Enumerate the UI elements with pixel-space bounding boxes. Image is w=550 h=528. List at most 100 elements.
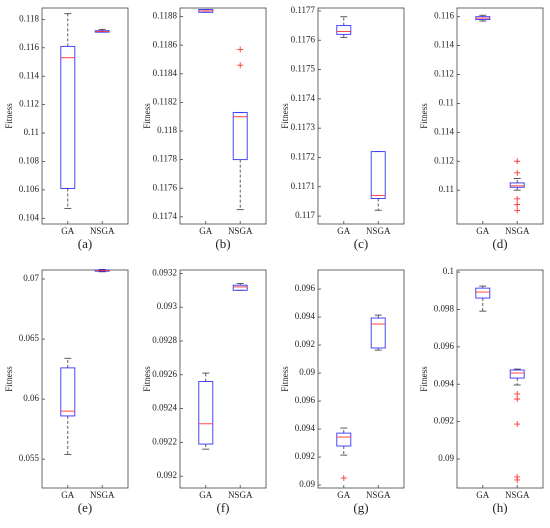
y-axis-label: Fitness	[419, 366, 429, 392]
y-tick-label: 0.104	[19, 212, 40, 222]
y-tick-label: 0.112	[19, 99, 39, 109]
axes-frame	[179, 7, 267, 225]
y-tick-label: 0.098	[434, 304, 455, 314]
box	[370, 151, 386, 199]
caption: (c)	[354, 236, 368, 251]
x-tick-label: GA	[199, 490, 212, 500]
axes-frame	[317, 7, 405, 225]
outlier	[514, 476, 521, 483]
y-tick-label: 0.114	[434, 40, 454, 50]
caption: (f)	[217, 500, 230, 515]
outlier	[514, 169, 521, 176]
y-tick-label: 0.1176	[291, 34, 316, 44]
x-tick-label: NSGA	[505, 226, 530, 236]
box	[370, 317, 386, 349]
y-tick-label: 0.108	[19, 156, 40, 166]
caption: (h)	[492, 500, 507, 515]
y-tick-label: 0.096	[434, 341, 455, 351]
box	[60, 45, 76, 189]
caption: (g)	[353, 500, 368, 515]
outlier	[514, 158, 521, 165]
x-tick-label: GA	[61, 490, 74, 500]
y-tick-label: 0.112	[434, 155, 454, 165]
y-tick-label: 0.092	[295, 451, 315, 461]
y-tick-label: 0.09	[299, 479, 315, 489]
y-tick-label: 0.1174	[291, 93, 316, 103]
y-tick-label: 0.117	[295, 210, 315, 220]
y-tick-label: 0.11	[24, 127, 39, 137]
axes-frame	[456, 269, 544, 489]
y-axis-label: Fitness	[280, 366, 290, 392]
x-tick-label: NSGA	[90, 226, 115, 236]
y-axis-label: Fitness	[419, 103, 429, 129]
y-tick-label: 0.1188	[153, 11, 178, 21]
y-tick-label: 0.1176	[153, 182, 178, 192]
y-tick-label: 0.1175	[291, 64, 316, 74]
y-tick-label: 0.0932	[152, 267, 177, 277]
y-axis-label: Fitness	[4, 366, 14, 392]
y-tick-label: 0.1173	[291, 122, 316, 132]
y-axis-label: Fitness	[142, 366, 152, 392]
outlier	[340, 475, 347, 482]
y-axis-label: Fitness	[280, 103, 290, 129]
y-tick-label: 0.055	[19, 453, 40, 463]
y-tick-label: 0.116	[434, 11, 454, 21]
y-tick-label: 0.1171	[291, 181, 315, 191]
box	[198, 381, 214, 445]
x-tick-label: GA	[476, 226, 489, 236]
outlier	[237, 46, 244, 53]
y-axis-label: Fitness	[142, 103, 152, 129]
box	[336, 25, 352, 35]
y-tick-label: 0.092	[295, 339, 315, 349]
y-tick-label: 0.092	[434, 416, 454, 426]
outlier	[514, 396, 521, 403]
y-tick-label: 0.11	[439, 184, 454, 194]
y-tick-label: 0.118	[19, 13, 39, 23]
y-tick-label: 0.094	[295, 423, 316, 433]
y-tick-label: 0.1174	[153, 211, 178, 221]
axes-frame	[41, 7, 129, 225]
outlier	[514, 421, 521, 428]
box	[232, 111, 248, 161]
caption: (a)	[78, 236, 92, 251]
y-tick-label: 0.0922	[152, 436, 177, 446]
caption: (e)	[78, 500, 92, 515]
y-tick-label: 0.0928	[152, 335, 177, 345]
outlier	[514, 201, 521, 208]
y-tick-label: 0.094	[295, 311, 316, 321]
box	[232, 284, 248, 291]
y-tick-label: 0.1186	[153, 39, 178, 49]
box	[475, 287, 491, 299]
y-tick-label: 0.112	[434, 69, 454, 79]
box	[509, 182, 525, 188]
y-tick-label: 0.106	[19, 184, 40, 194]
axes-frame	[41, 269, 129, 489]
y-tick-label: 0.0926	[152, 369, 177, 379]
y-tick-label: 0.1178	[153, 154, 178, 164]
y-tick-label: 0.1	[443, 266, 454, 276]
axes-frame	[317, 269, 405, 489]
box	[336, 432, 352, 447]
x-tick-label: NSGA	[228, 226, 253, 236]
x-tick-label: NSGA	[90, 490, 115, 500]
outlier	[237, 62, 244, 69]
y-tick-label: 0.1182	[153, 96, 177, 106]
y-tick-label: 0.1172	[291, 152, 315, 162]
x-tick-label: NSGA	[505, 490, 530, 500]
caption: (b)	[215, 236, 230, 251]
y-tick-label: 0.06	[23, 393, 39, 403]
y-tick-label: 0.1184	[153, 68, 178, 78]
y-tick-label: 0.07	[23, 273, 39, 283]
y-tick-label: 0.093	[157, 301, 178, 311]
y-tick-label: 0.092	[157, 470, 177, 480]
y-tick-label: 0.114	[434, 126, 454, 136]
y-tick-label: 0.096	[295, 395, 316, 405]
outlier	[514, 195, 521, 202]
y-tick-label: 0.114	[19, 70, 39, 80]
x-tick-label: GA	[337, 226, 350, 236]
box	[60, 367, 76, 417]
y-tick-label: 0.11	[439, 97, 454, 107]
y-tick-label: 0.116	[19, 42, 39, 52]
y-axis-label: Fitness	[4, 103, 14, 129]
